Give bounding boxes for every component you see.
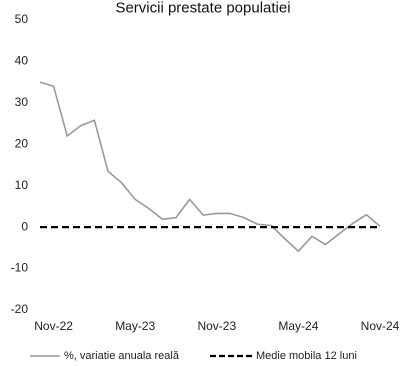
legend: %, variatie anuala reală Medie mobila 12 …: [30, 350, 357, 362]
y-tick-label: 0: [21, 219, 28, 233]
y-tick-label: -10: [11, 261, 29, 275]
series-line-annual-variation: [39, 81, 381, 252]
y-tick-label: 50: [15, 12, 29, 26]
legend-label: %, variatie anuala reală: [64, 350, 180, 362]
x-tick-label: Nov-22: [34, 319, 73, 333]
x-axis: Nov-22 May-23 Nov-23 May-24 Nov-24: [34, 319, 399, 333]
y-tick-label: 30: [15, 95, 29, 109]
series-layer: [39, 81, 381, 252]
y-tick-label: 20: [15, 136, 29, 150]
legend-label: Medie mobila 12 luni: [256, 350, 357, 362]
x-tick-label: Nov-24: [361, 319, 400, 333]
y-axis: -20 -10 0 10 20 30 40 50: [11, 12, 29, 316]
chart-title: Servicii prestate populatiei: [115, 0, 290, 16]
y-tick-label: -20: [11, 302, 29, 316]
x-tick-label: Nov-23: [197, 319, 236, 333]
y-tick-label: 10: [15, 178, 29, 192]
x-tick-label: May-23: [115, 319, 155, 333]
x-tick-label: May-24: [278, 319, 318, 333]
y-tick-label: 40: [15, 54, 29, 68]
